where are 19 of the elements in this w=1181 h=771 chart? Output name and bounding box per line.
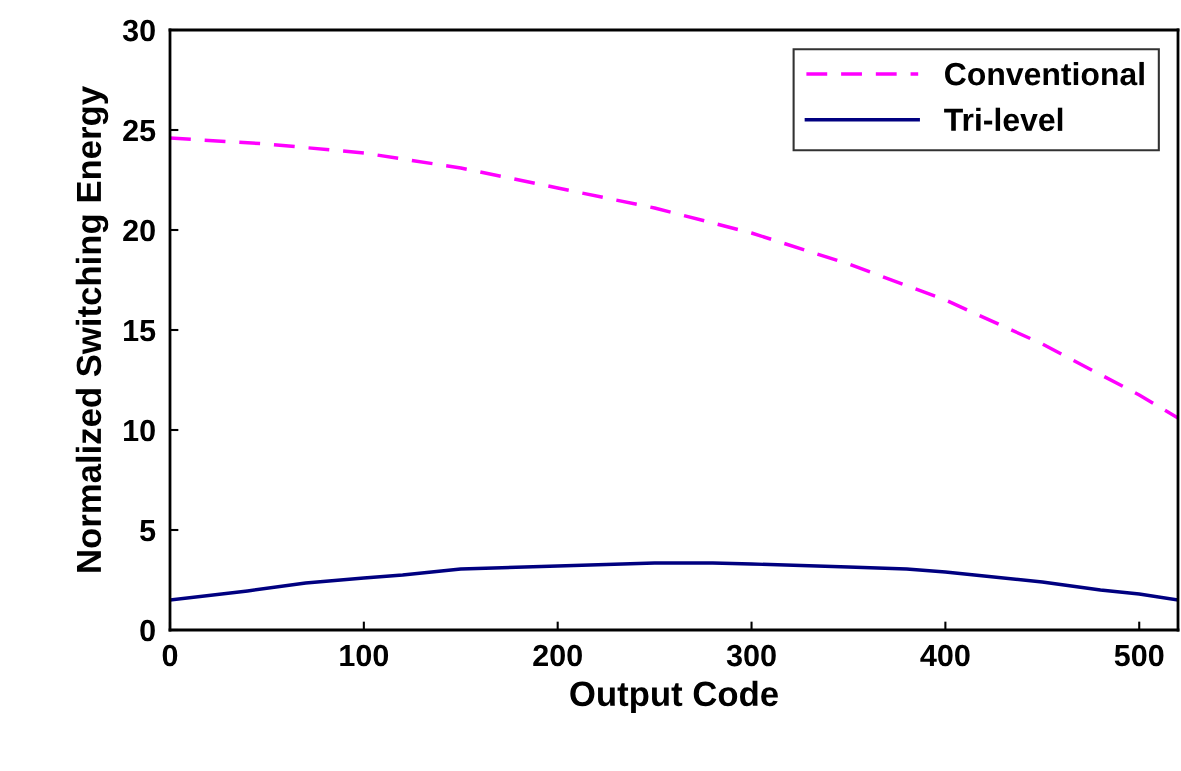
legend-label: Tri-level bbox=[944, 107, 1063, 132]
line-series bbox=[170, 136, 1178, 420]
y-tick-label: 10 bbox=[124, 419, 155, 442]
y-tick-label: 20 bbox=[123, 219, 155, 242]
x-tick-label: 300 bbox=[726, 644, 776, 667]
y-tick-label: 0 bbox=[140, 619, 155, 642]
x-tick-label: 400 bbox=[920, 644, 970, 667]
x-axis-title: Output Code bbox=[570, 680, 778, 714]
legend-label: Conventional bbox=[945, 61, 1144, 86]
y-tick-label: 15 bbox=[124, 320, 156, 342]
y-tick-label: 5 bbox=[140, 520, 156, 542]
x-tick-label: 500 bbox=[1114, 644, 1164, 667]
y-axis-title: Normalized Switching Energy bbox=[75, 86, 109, 572]
y-tick-label: 25 bbox=[123, 119, 156, 142]
x-tick-label: 0 bbox=[162, 644, 178, 667]
x-tick-label: 100 bbox=[340, 644, 389, 667]
x-tick-label: 200 bbox=[533, 644, 582, 667]
line-series bbox=[170, 561, 1178, 602]
y-tick-label: 30 bbox=[122, 19, 155, 42]
